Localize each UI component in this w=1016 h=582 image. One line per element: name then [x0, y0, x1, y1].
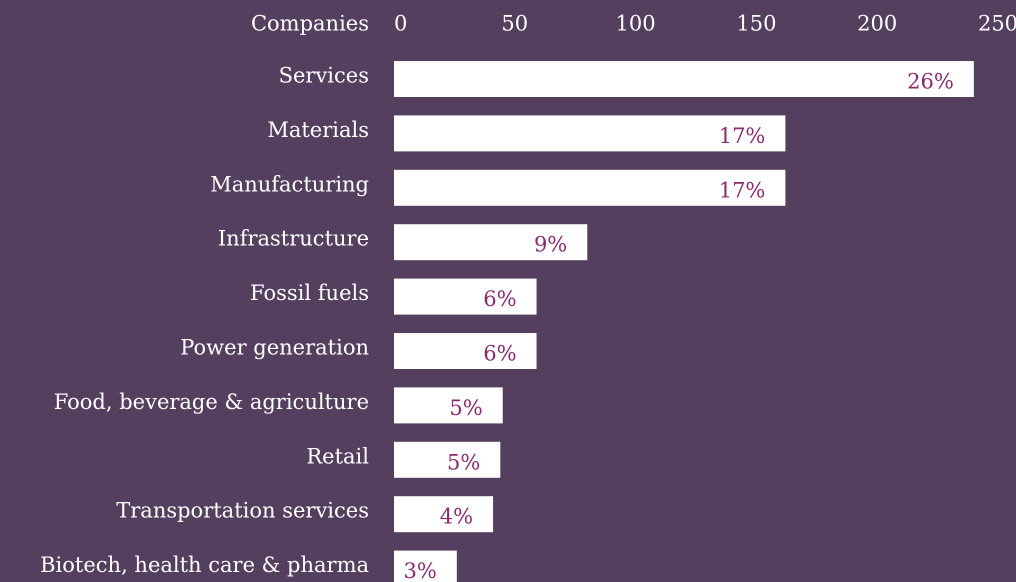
x-axis-label: Companies	[251, 12, 369, 36]
bar	[394, 115, 786, 152]
x-tick-label: 100	[616, 12, 656, 36]
bar	[394, 224, 588, 261]
x-tick-label: 150	[736, 12, 776, 36]
x-tick-label: 250	[978, 12, 1016, 36]
x-tick-label: 50	[501, 12, 528, 36]
bar	[394, 61, 974, 97]
value-label: 26%	[907, 70, 954, 94]
category-label: Materials	[267, 118, 369, 142]
x-tick-label: 200	[857, 12, 897, 36]
value-label: 17%	[719, 124, 766, 148]
category-label: Infrastructure	[218, 227, 369, 251]
value-label: 6%	[483, 287, 516, 311]
bar	[394, 441, 501, 478]
bar	[394, 169, 786, 206]
bar	[394, 387, 503, 424]
category-label: Food, beverage & agriculture	[54, 390, 369, 414]
value-label: 9%	[534, 233, 567, 257]
bar	[394, 550, 457, 582]
x-tick-label: 0	[394, 12, 407, 36]
category-label: Transportation services	[116, 499, 369, 523]
bar	[394, 496, 494, 533]
value-label: 3%	[403, 559, 436, 582]
category-label: Power generation	[180, 336, 369, 360]
category-label: Manufacturing	[210, 172, 369, 196]
category-label: Retail	[306, 444, 369, 468]
value-label: 6%	[483, 342, 516, 366]
value-label: 17%	[719, 178, 766, 202]
value-label: 4%	[440, 505, 473, 529]
category-label: Services	[279, 64, 369, 88]
value-label: 5%	[449, 396, 482, 420]
value-label: 5%	[447, 450, 480, 474]
bar	[394, 333, 537, 369]
category-label: Fossil fuels	[250, 281, 369, 305]
bar	[394, 278, 537, 315]
category-label: Biotech, health care & pharma	[40, 553, 369, 577]
